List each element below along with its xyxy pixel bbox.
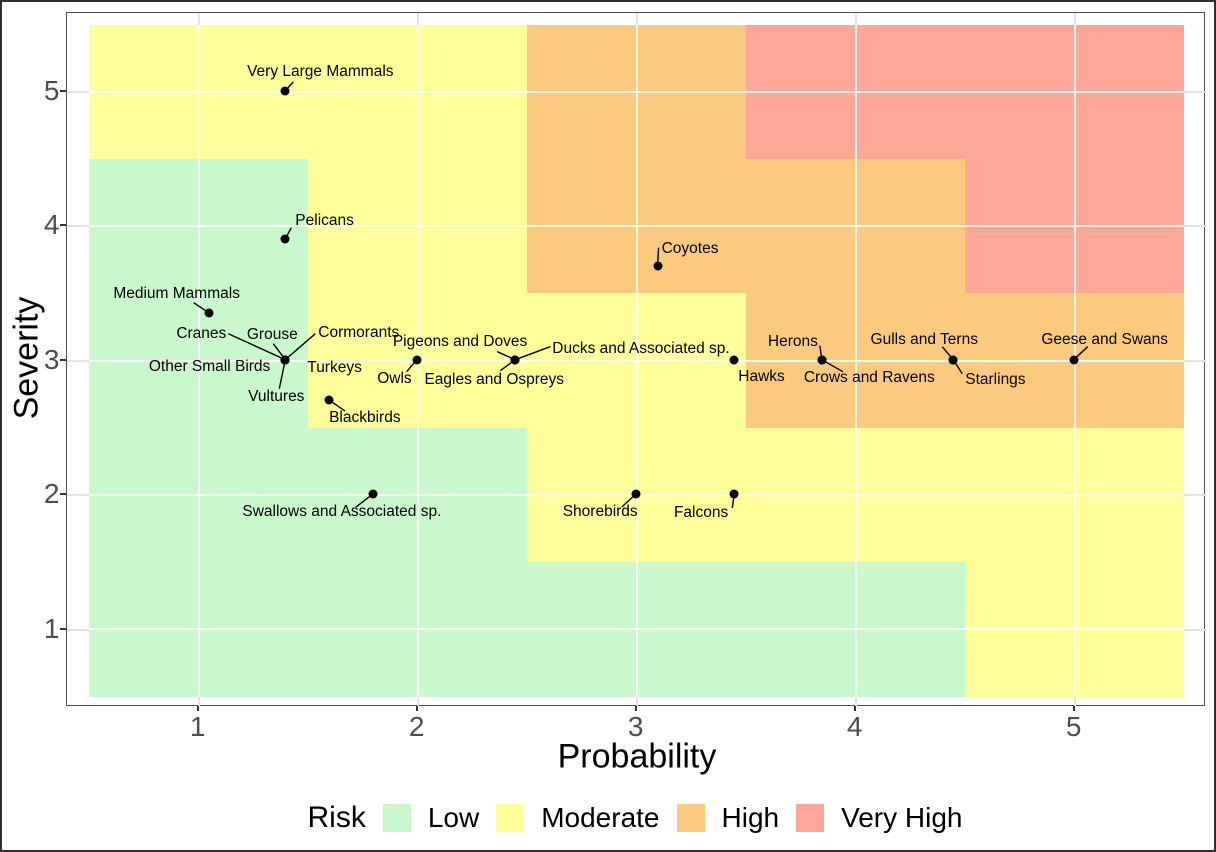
major-gridline-y-white [89, 359, 1185, 362]
species-label: Shorebirds [562, 502, 638, 520]
y-tick-label: 1 [43, 612, 60, 644]
legend-entry: Moderate [496, 802, 660, 834]
y-axis-tick [60, 89, 66, 92]
legend-swatch-high [676, 804, 705, 832]
species-label: Medium Mammals [113, 284, 240, 302]
y-tick-label: 5 [43, 74, 60, 106]
species-label: Cranes [176, 324, 227, 342]
x-axis-tick [853, 705, 856, 711]
species-label: Vultures [248, 387, 305, 405]
legend-swatch-very-high [796, 804, 825, 832]
y-tick-label: 4 [43, 209, 60, 241]
legend: Risk Low Moderate High Very High [66, 797, 1204, 839]
data-point-dot [510, 355, 520, 365]
x-axis-title: Probability [557, 737, 717, 776]
leader-line [228, 333, 286, 361]
x-tick-label: 3 [627, 711, 644, 742]
y-axis-tick [60, 493, 66, 496]
legend-entry: Low [382, 802, 480, 834]
y-axis-tick [60, 358, 66, 361]
species-label: Grouse [246, 325, 298, 343]
legend-label: Very High [841, 802, 963, 833]
x-axis-tick [634, 705, 637, 711]
species-label: Swallows and Associated sp. [242, 502, 442, 520]
species-label: Other Small Birds [148, 357, 271, 375]
y-tick-label: 3 [43, 343, 60, 375]
species-label: Pelicans [295, 211, 354, 229]
x-axis-tick [196, 705, 199, 711]
legend-label: High [721, 802, 780, 833]
data-point-dot [729, 355, 739, 365]
species-label: Very Large Mammals [247, 62, 394, 80]
species-label: Ducks and Associated sp. [552, 339, 730, 357]
legend-swatch-moderate [496, 804, 525, 832]
leader-line [515, 346, 551, 361]
y-axis-tick [60, 627, 66, 630]
x-tick-label: 5 [1065, 711, 1082, 742]
data-point-dot [729, 489, 739, 499]
legend-swatch-low [382, 804, 411, 832]
data-point-dot [280, 355, 290, 365]
x-axis-tick [1072, 705, 1075, 711]
data-point-dot [412, 355, 422, 365]
major-gridline-x-white [854, 24, 857, 697]
species-label: Crows and Ravens [803, 368, 935, 386]
species-label: Herons [767, 332, 818, 350]
species-label: Coyotes [661, 239, 719, 257]
species-label: Blackbirds [329, 408, 401, 426]
species-label: Gulls and Terns [870, 330, 978, 348]
species-label: Geese and Swans [1041, 330, 1169, 348]
species-label: Eagles and Ospreys [424, 370, 565, 388]
species-label: Falcons [673, 503, 729, 521]
legend-title: Risk [307, 801, 366, 834]
species-label: Owls [377, 369, 412, 387]
species-label: Turkeys [307, 358, 362, 376]
legend-label: Low [427, 802, 480, 833]
x-tick-label: 4 [846, 711, 863, 742]
legend-entry: High [676, 802, 780, 834]
species-label: Cormorants [318, 323, 400, 341]
major-gridline-y-white [89, 628, 1185, 631]
data-point-dot [204, 308, 214, 318]
data-point-dot [631, 489, 641, 499]
data-point-dot [324, 395, 334, 405]
species-label: Hawks [738, 367, 785, 385]
data-point-dot [280, 86, 290, 96]
leader-line [284, 333, 316, 361]
y-axis-tick [60, 224, 66, 227]
data-point-dot [1069, 355, 1079, 365]
species-label: Starlings [965, 370, 1026, 388]
x-axis-tick [415, 705, 418, 711]
data-point-dot [817, 355, 827, 365]
data-point-dot [280, 234, 290, 244]
y-tick-label: 2 [43, 478, 60, 510]
data-point-dot [368, 489, 378, 499]
species-label: Pigeons and Doves [392, 332, 528, 350]
legend-entry: Very High [796, 802, 963, 834]
data-point-dot [653, 261, 663, 271]
leader-line [278, 359, 286, 389]
x-tick-label: 1 [189, 711, 206, 742]
x-tick-label: 2 [408, 711, 425, 742]
legend-label: Moderate [541, 802, 660, 833]
data-point-dot [948, 355, 958, 365]
